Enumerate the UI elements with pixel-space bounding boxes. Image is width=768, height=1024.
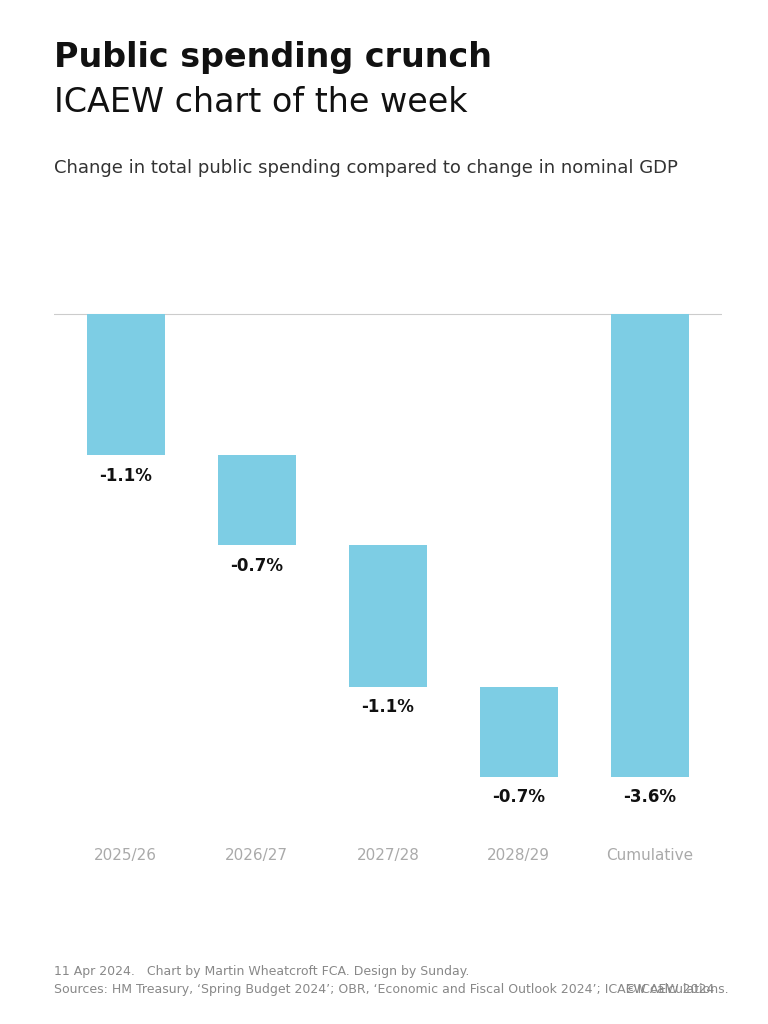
Text: Public spending crunch: Public spending crunch: [54, 41, 492, 74]
Text: Sources: HM Treasury, ‘Spring Budget 2024’; OBR, ‘Economic and Fiscal Outlook 20: Sources: HM Treasury, ‘Spring Budget 202…: [54, 983, 728, 996]
Bar: [611, 313, 689, 776]
Bar: [87, 313, 165, 456]
Text: -0.7%: -0.7%: [230, 557, 283, 574]
Text: -0.7%: -0.7%: [492, 788, 545, 806]
Text: ©ICAEW 2024: ©ICAEW 2024: [625, 983, 714, 996]
Text: ICAEW chart of the week: ICAEW chart of the week: [54, 86, 467, 119]
Text: -1.1%: -1.1%: [99, 467, 152, 484]
Text: 11 Apr 2024.   Chart by Martin Wheatcroft FCA. Design by Sunday.: 11 Apr 2024. Chart by Martin Wheatcroft …: [54, 965, 469, 978]
Bar: [479, 687, 558, 776]
Bar: [349, 545, 427, 687]
Text: -1.1%: -1.1%: [362, 698, 414, 716]
Text: Change in total public spending compared to change in nominal GDP: Change in total public spending compared…: [54, 159, 677, 177]
Bar: [217, 456, 296, 545]
Text: -3.6%: -3.6%: [624, 788, 677, 806]
